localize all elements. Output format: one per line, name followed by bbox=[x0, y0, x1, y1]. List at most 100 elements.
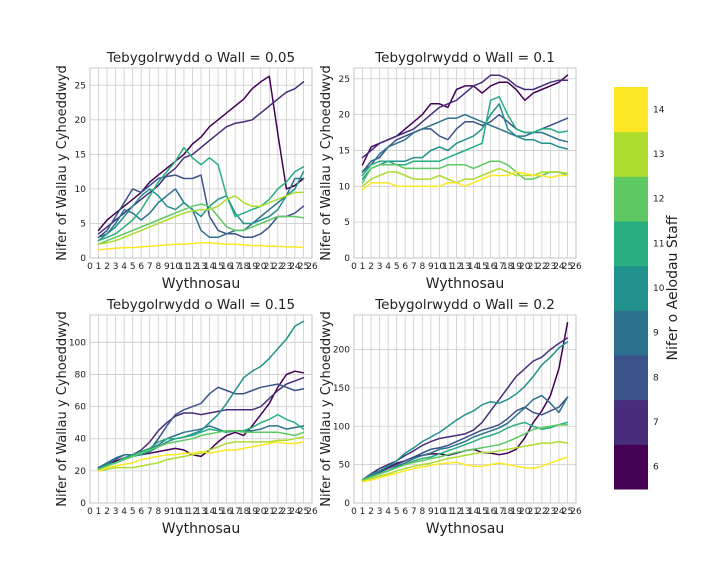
x-tick-label: 21 bbox=[264, 507, 275, 517]
x-tick-label: 17 bbox=[229, 507, 240, 517]
x-tick-label: 10 bbox=[170, 262, 182, 272]
colorbar-tick-label: 12 bbox=[653, 195, 664, 205]
series-line-staff-12 bbox=[97, 203, 305, 245]
panel-title: Tebygolrwydd o Wall = 0.15 bbox=[106, 297, 295, 313]
x-tick-label: 4 bbox=[121, 507, 127, 517]
x-tick-label: 1 bbox=[360, 507, 366, 517]
y-tick-label: 10 bbox=[75, 185, 87, 195]
x-tick-label: 6 bbox=[402, 507, 408, 517]
plot-frame bbox=[89, 67, 313, 259]
x-tick-label: 1 bbox=[96, 262, 102, 272]
x-tick-label: 4 bbox=[385, 262, 391, 272]
x-tick-label: 4 bbox=[385, 507, 391, 517]
x-tick-label: 3 bbox=[113, 507, 119, 517]
x-tick-label: 0 bbox=[351, 507, 357, 517]
x-tick-label: 20 bbox=[255, 507, 267, 517]
x-tick-label: 7 bbox=[411, 507, 417, 517]
x-tick-label: 11 bbox=[442, 507, 453, 517]
y-tick-label: 20 bbox=[339, 111, 351, 121]
y-tick-label: 20 bbox=[75, 467, 87, 477]
y-tick-label: 15 bbox=[339, 146, 350, 156]
x-tick-label: 10 bbox=[170, 507, 182, 517]
x-tick-label: 12 bbox=[187, 507, 198, 517]
x-tick-label: 11 bbox=[178, 507, 189, 517]
x-tick-label: 10 bbox=[434, 262, 446, 272]
y-tick-label: 20 bbox=[75, 116, 87, 126]
x-tick-label: 7 bbox=[411, 262, 417, 272]
colorbar-segment-11 bbox=[614, 221, 648, 267]
x-tick-label: 3 bbox=[377, 507, 383, 517]
x-tick-label: 8 bbox=[419, 262, 425, 272]
x-tick-label: 11 bbox=[178, 262, 189, 272]
x-axis-label: Wythnosau bbox=[162, 276, 240, 292]
x-tick-label: 20 bbox=[519, 262, 531, 272]
y-axis-label: Nifer of Wallau y Cyhoeddwyd bbox=[319, 65, 334, 260]
plot-frame bbox=[353, 314, 577, 504]
series-line-staff-9 bbox=[361, 394, 569, 481]
x-axis-label: Wythnosau bbox=[162, 521, 240, 537]
colorbar-segment-8 bbox=[614, 355, 648, 401]
y-tick-label: 10 bbox=[339, 182, 351, 192]
x-tick-label: 19 bbox=[511, 507, 523, 517]
x-axis-label: Wythnosau bbox=[426, 521, 504, 537]
y-tick-label: 15 bbox=[75, 150, 86, 160]
series-line-staff-11 bbox=[97, 413, 305, 471]
y-tick-label: 5 bbox=[344, 218, 350, 228]
x-tick-label: 0 bbox=[87, 262, 93, 272]
x-tick-label: 17 bbox=[493, 507, 504, 517]
x-tick-label: 9 bbox=[428, 507, 434, 517]
x-tick-label: 25 bbox=[298, 262, 309, 272]
colorbar-segment-9 bbox=[614, 310, 648, 356]
colorbar-tick-label: 13 bbox=[653, 150, 664, 160]
x-tick-label: 19 bbox=[247, 262, 259, 272]
colorbar-segment-12 bbox=[614, 176, 648, 222]
y-tick-label: 40 bbox=[75, 435, 87, 445]
x-tick-label: 14 bbox=[468, 262, 480, 272]
x-tick-label: 16 bbox=[221, 507, 233, 517]
series-line-staff-12 bbox=[97, 429, 305, 471]
series-line-staff-8 bbox=[361, 396, 569, 481]
y-axis-label: Nifer of Wallau y Cyhoeddwyd bbox=[319, 311, 334, 506]
y-tick-label: 50 bbox=[339, 461, 351, 471]
series-line-staff-14 bbox=[97, 441, 305, 472]
series-line-staff-11 bbox=[97, 146, 305, 242]
x-tick-label: 25 bbox=[298, 507, 309, 517]
series-line-staff-10 bbox=[361, 341, 569, 481]
x-tick-label: 14 bbox=[204, 262, 216, 272]
x-tick-label: 15 bbox=[476, 262, 487, 272]
y-axis-label: Nifer of Wallau y Cyhoeddwyd bbox=[55, 311, 70, 506]
x-tick-label: 16 bbox=[485, 262, 497, 272]
colorbar-tick-label: 11 bbox=[653, 239, 664, 249]
x-tick-label: 7 bbox=[147, 262, 153, 272]
colorbar-segment-13 bbox=[614, 131, 648, 177]
x-tick-label: 26 bbox=[570, 262, 582, 272]
colorbar-label: Nifer o Aelodau Staff bbox=[665, 215, 681, 360]
series-line-staff-12 bbox=[361, 160, 569, 184]
series-line-staff-14 bbox=[361, 456, 569, 483]
x-tick-label: 5 bbox=[130, 507, 136, 517]
x-tick-label: 9 bbox=[428, 262, 434, 272]
x-tick-label: 24 bbox=[553, 262, 565, 272]
panel-title: Tebygolrwydd o Wall = 0.05 bbox=[106, 50, 295, 66]
x-tick-label: 6 bbox=[402, 262, 408, 272]
x-tick-label: 2 bbox=[104, 507, 110, 517]
x-tick-label: 13 bbox=[195, 507, 206, 517]
x-tick-label: 15 bbox=[476, 507, 487, 517]
x-tick-label: 12 bbox=[451, 507, 462, 517]
x-tick-label: 1 bbox=[360, 262, 366, 272]
y-axis-label: Nifer of Wallau y Cyhoeddwyd bbox=[55, 65, 70, 260]
x-tick-label: 23 bbox=[545, 262, 556, 272]
x-tick-label: 26 bbox=[570, 507, 582, 517]
x-tick-label: 17 bbox=[229, 262, 240, 272]
x-tick-label: 23 bbox=[281, 507, 292, 517]
x-tick-label: 12 bbox=[451, 262, 462, 272]
x-tick-label: 19 bbox=[511, 262, 523, 272]
chart-panel-4: 0 1 2 3 4 5 6 7 8 9 101112131415161718192021222324… bbox=[319, 297, 582, 537]
plot-frame bbox=[89, 314, 313, 504]
colorbar-tick-label: 8 bbox=[653, 373, 659, 383]
series-line-staff-9 bbox=[97, 177, 305, 239]
series-line-staff-12 bbox=[361, 423, 569, 481]
colorbar-segment-10 bbox=[614, 265, 648, 311]
x-tick-label: 4 bbox=[121, 262, 127, 272]
x-tick-label: 13 bbox=[459, 262, 470, 272]
